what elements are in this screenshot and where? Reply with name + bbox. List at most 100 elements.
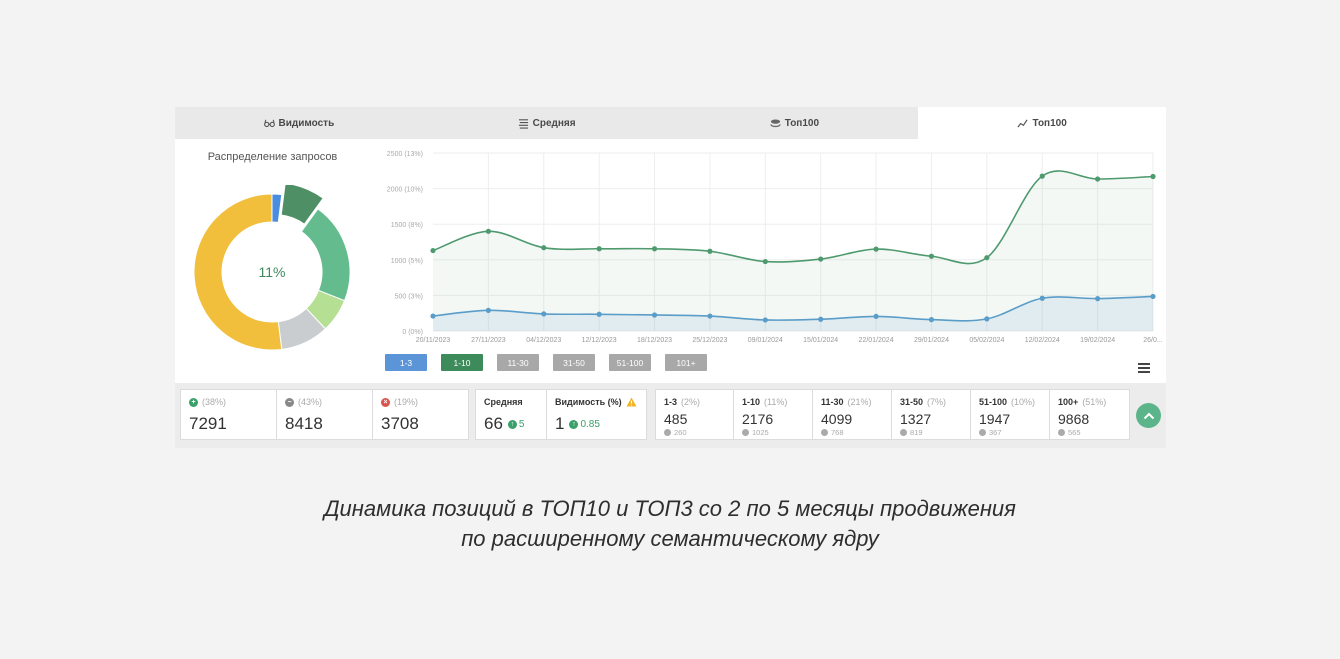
stat-group-100plus: 100+ (51%) 9868 565 [1050, 389, 1130, 440]
x-tick-label: 19/02/2024 [1080, 337, 1115, 344]
data-point-1-10[interactable] [485, 228, 491, 234]
range-button-51-100[interactable]: 51-100 [609, 354, 651, 371]
y-tick-label: 500 (3%) [395, 293, 423, 300]
dot-icon [821, 429, 828, 436]
data-point-1-10[interactable] [1150, 173, 1156, 180]
series-area-1-10 [433, 170, 1153, 331]
data-point-1-10[interactable] [707, 248, 713, 254]
stat-up: + (38%) 7291 [180, 389, 277, 440]
x-tick-label: 04/12/2023 [526, 337, 561, 344]
up-circle-icon: ↑ [507, 419, 517, 429]
tab-top100-dynamics[interactable]: Топ100 [918, 107, 1166, 139]
tab-top100-dynamics-label: Топ100 [1032, 117, 1067, 129]
series-area-1-3 [433, 296, 1153, 331]
x-tick-label: 05/02/2024 [969, 337, 1004, 344]
stat-group-31-50: 31-50 (7%) 1327 819 [892, 389, 971, 440]
plus-circle-icon: + [189, 397, 198, 407]
group-value: 2176 [742, 411, 774, 427]
range-button-31-50[interactable]: 31-50 [553, 354, 595, 371]
group-pct: (2%) [681, 397, 701, 407]
stat-average-label: Средняя [484, 397, 523, 407]
y-tick-label: 1500 (8%) [391, 222, 423, 229]
stat-up-value: 7291 [189, 414, 227, 433]
y-tick-label: 2000 (10%) [387, 187, 423, 194]
data-point-1-3[interactable] [707, 313, 713, 319]
stat-same-value: 8418 [285, 414, 323, 433]
group-pct: (7%) [927, 397, 947, 407]
dashboard-card: Видимость Средняя Топ100 Топ100 Распреде… [175, 107, 1166, 448]
list-icon [518, 118, 528, 129]
data-point-1-3[interactable] [818, 316, 824, 322]
data-point-1-10[interactable] [596, 246, 602, 252]
group-label: 1-3 [664, 397, 678, 407]
range-button-101plus[interactable]: 101+ [665, 354, 707, 371]
group-value: 485 [664, 411, 688, 427]
data-point-1-10[interactable] [651, 246, 658, 252]
stat-down-pct: (19%) [394, 397, 419, 407]
data-point-1-3[interactable] [651, 312, 658, 318]
group-sub: 565 [1068, 428, 1081, 437]
group-pct: (21%) [847, 397, 872, 407]
tab-average-label: Средняя [532, 117, 576, 129]
data-point-1-10[interactable] [1039, 173, 1045, 179]
dot-icon [979, 429, 986, 436]
stat-down: × (19%) 3708 [373, 389, 469, 440]
donut-slice-1-10[interactable] [280, 185, 324, 225]
y-tick-label: 2500 (13%) [387, 151, 423, 158]
data-point-1-10[interactable] [762, 258, 768, 265]
x-tick-label: 09/01/2024 [748, 337, 783, 344]
scroll-up-button[interactable] [1136, 403, 1161, 428]
data-point-1-3[interactable] [873, 313, 879, 320]
data-point-1-3[interactable] [928, 317, 935, 323]
x-tick-label: 12/12/2023 [582, 337, 617, 344]
data-point-1-10[interactable] [984, 255, 990, 261]
range-button-1-10[interactable]: 1-10 [441, 354, 483, 371]
group-pct: (11%) [764, 397, 788, 407]
range-button-11-30[interactable]: 11-30 [497, 354, 539, 371]
stat-group-1-10: 1-10 (11%) 2176 1025 [734, 389, 813, 440]
data-point-1-3[interactable] [430, 313, 436, 319]
x-tick-label: 29/01/2024 [914, 337, 949, 344]
data-point-1-3[interactable] [541, 311, 547, 317]
tab-top100[interactable]: Топ100 [671, 107, 919, 139]
x-tick-label: 25/12/2023 [692, 337, 727, 344]
dot-icon [742, 429, 749, 436]
x-tick-label: 12/02/2024 [1025, 337, 1060, 344]
data-point-1-3[interactable] [485, 307, 491, 313]
x-tick-label: 22/01/2024 [859, 337, 894, 344]
hamburger-menu-icon[interactable] [1138, 363, 1150, 373]
data-point-1-3[interactable] [1150, 293, 1156, 300]
group-label: 100+ [1058, 397, 1079, 407]
stat-average-value: 66 [484, 414, 503, 433]
data-point-1-10[interactable] [1095, 176, 1101, 182]
data-point-1-3[interactable] [596, 311, 602, 317]
data-point-1-10[interactable] [818, 256, 824, 262]
data-point-1-10[interactable] [873, 246, 879, 252]
tab-visibility[interactable]: Видимость [175, 107, 423, 139]
data-point-1-10[interactable] [928, 253, 935, 259]
stat-down-value: 3708 [381, 414, 419, 433]
range-button-1-3[interactable]: 1-3 [385, 354, 427, 371]
data-point-1-3[interactable] [984, 316, 990, 322]
range-buttons: 1-3 1-10 11-30 31-50 51-100 101+ [385, 354, 707, 371]
data-point-1-10[interactable] [430, 247, 436, 254]
positions-line-chart: 0 (0%) 500 (3%) 1000 (5%) 1500 (8%) 2000 (10… [387, 151, 1163, 344]
x-tick-label: 18/12/2023 [637, 337, 672, 344]
donut-slice-1-3[interactable] [271, 193, 283, 223]
stat-same-pct: (43%) [298, 397, 323, 407]
group-pct: (51%) [1082, 397, 1107, 407]
stat-visibility-value: 1 [555, 414, 565, 433]
group-value: 1327 [900, 411, 932, 427]
tab-average[interactable]: Средняя [423, 107, 671, 139]
caption-line-2: по расширенному семантическому ядру [461, 526, 879, 551]
data-point-1-3[interactable] [762, 317, 768, 323]
tab-visibility-label: Видимость [278, 117, 335, 129]
donut-slice-11-30[interactable] [300, 208, 351, 302]
glasses-icon [263, 119, 275, 127]
data-point-1-3[interactable] [1095, 296, 1101, 302]
data-point-1-10[interactable] [541, 245, 547, 251]
data-point-1-3[interactable] [1039, 295, 1045, 301]
x-tick-label: 15/01/2024 [803, 337, 838, 344]
stat-group-51-100: 51-100 (10%) 1947 367 [971, 389, 1050, 440]
donut-slice-100+[interactable] [193, 193, 283, 351]
